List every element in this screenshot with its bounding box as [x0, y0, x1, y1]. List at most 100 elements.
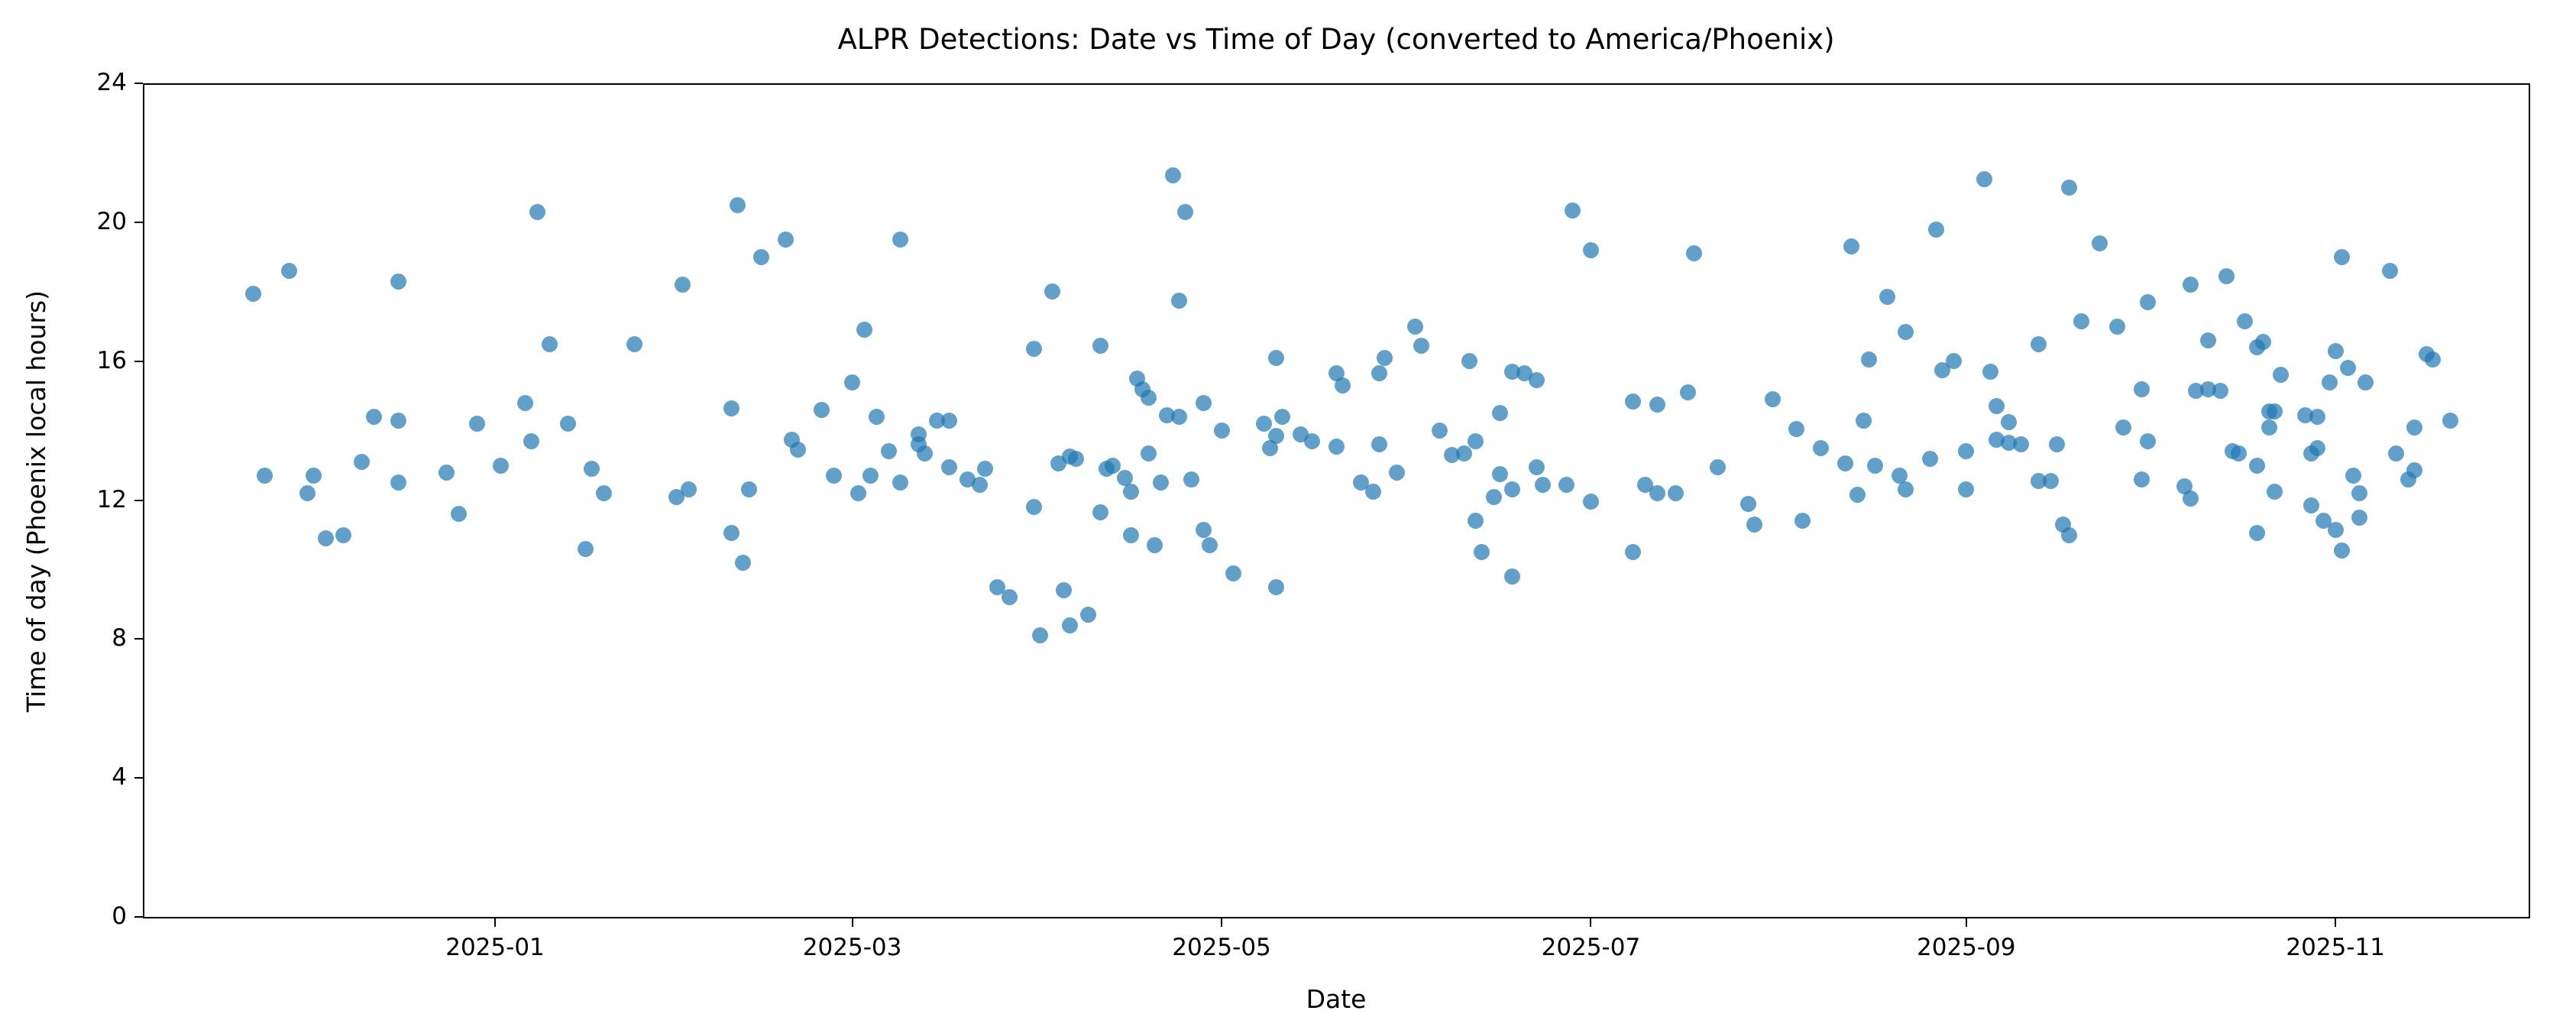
data-point [1898, 323, 1914, 340]
data-point [741, 481, 758, 498]
y-tick-label: 4 [112, 763, 127, 792]
data-point [2012, 436, 2029, 453]
data-point [366, 408, 382, 425]
data-point [257, 468, 273, 484]
data-point [1213, 423, 1230, 439]
data-point [929, 412, 946, 429]
data-point [729, 196, 746, 213]
data-point [626, 335, 642, 352]
data-point [2267, 483, 2283, 500]
data-point [1225, 565, 1242, 581]
data-point [1685, 245, 1702, 262]
data-point [1159, 406, 1176, 423]
data-point [1195, 521, 1212, 538]
data-point [2109, 318, 2126, 335]
data-point [2212, 382, 2229, 399]
data-point [1261, 439, 1278, 456]
data-point [1867, 457, 1884, 474]
y-tick-label: 16 [96, 346, 127, 374]
data-point [2351, 484, 2368, 501]
data-point [1637, 476, 1654, 493]
data-point [2049, 436, 2066, 453]
x-tick-label: 2025-11 [2286, 934, 2385, 961]
x-axis-label: Date [1306, 984, 1367, 1014]
data-point [892, 232, 909, 248]
data-point [2267, 403, 2283, 420]
data-point [1934, 361, 1950, 378]
data-point [2031, 473, 2047, 490]
data-point [2061, 526, 2077, 543]
data-point [390, 412, 406, 429]
data-point [2218, 267, 2235, 284]
data-point [1486, 488, 1503, 505]
data-point [1304, 432, 1321, 449]
x-tick-mark [494, 918, 496, 927]
data-point [1413, 337, 1430, 354]
data-point [1141, 445, 1157, 462]
data-point [668, 488, 685, 505]
data-point [1958, 443, 1975, 460]
y-tick-mark [134, 777, 143, 779]
data-point [596, 484, 613, 501]
data-point [2031, 335, 2047, 352]
data-point [977, 461, 994, 478]
data-point [317, 530, 334, 547]
data-point [2000, 413, 2017, 430]
data-point [1794, 513, 1811, 530]
data-point [1813, 439, 1830, 456]
data-point [2248, 525, 2265, 542]
data-point [789, 442, 806, 458]
data-point [2406, 419, 2422, 436]
data-point [868, 408, 885, 425]
data-point [2345, 468, 2362, 484]
data-point [2182, 277, 2199, 293]
data-point [2134, 381, 2150, 397]
data-point [1407, 318, 1424, 335]
data-point [2333, 542, 2350, 559]
y-tick-mark [134, 360, 143, 362]
data-point [439, 464, 455, 481]
data-point [675, 277, 691, 293]
data-point [2273, 367, 2290, 384]
data-point [1927, 221, 1944, 238]
data-point [1492, 405, 1509, 422]
data-point [1710, 458, 1727, 475]
data-point [578, 540, 594, 557]
data-point [1195, 394, 1212, 411]
data-point [2309, 408, 2325, 425]
data-point [2200, 381, 2217, 397]
data-point [856, 322, 872, 338]
data-point [2140, 293, 2157, 310]
data-point [892, 475, 909, 491]
data-point [1092, 504, 1108, 520]
data-point [1582, 241, 1599, 258]
data-point [541, 335, 558, 352]
y-tick-mark [134, 638, 143, 640]
data-point [2188, 382, 2205, 399]
data-point [862, 468, 879, 484]
data-point [959, 471, 976, 487]
data-point [1849, 487, 1866, 504]
data-point [2230, 445, 2247, 462]
data-point [493, 457, 510, 474]
data-point [2387, 445, 2404, 462]
data-point [1788, 420, 1805, 437]
data-point [2091, 235, 2108, 251]
data-point [1068, 450, 1085, 467]
data-point [1171, 408, 1188, 425]
data-point [335, 526, 352, 543]
x-tick-mark [1590, 918, 1592, 927]
y-tick-label: 8 [112, 624, 127, 653]
data-point [2254, 334, 2271, 351]
data-point [850, 484, 866, 501]
data-point [2339, 360, 2356, 377]
data-point [1292, 426, 1309, 442]
y-tick-label: 0 [112, 902, 127, 930]
data-point [2260, 419, 2277, 436]
data-point [2315, 513, 2332, 530]
data-point [1455, 445, 1472, 462]
data-point [1153, 475, 1170, 491]
data-point [1352, 475, 1369, 491]
data-point [1371, 436, 1387, 453]
data-point [2140, 432, 2157, 449]
